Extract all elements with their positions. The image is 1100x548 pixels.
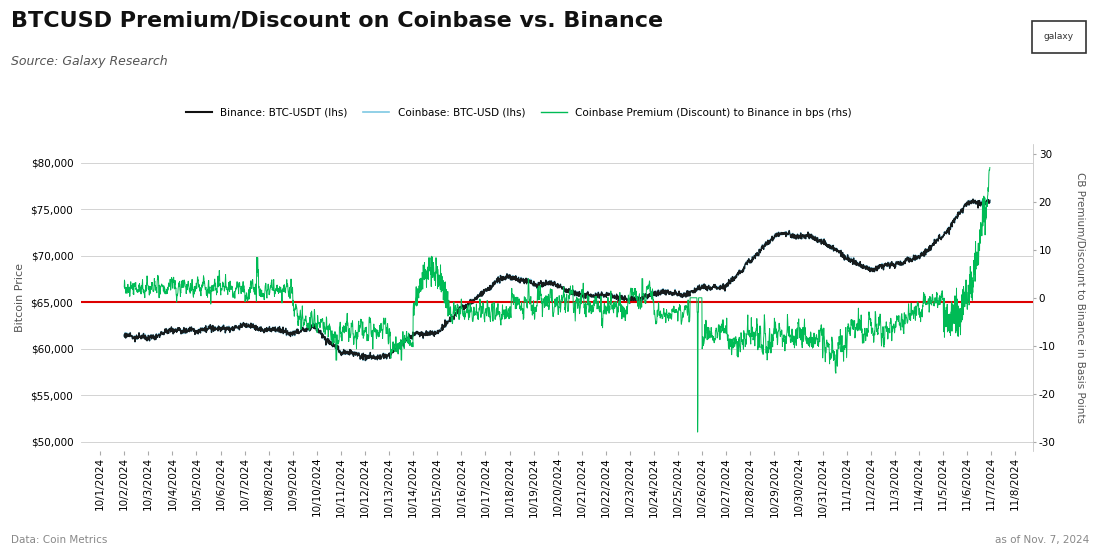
Y-axis label: Bitcoin Price: Bitcoin Price (15, 263, 25, 332)
Legend: Binance: BTC-USDT (lhs), Coinbase: BTC-USD (lhs), Coinbase Premium (Discount) to: Binance: BTC-USDT (lhs), Coinbase: BTC-U… (182, 104, 856, 122)
Bar (1032, 21, 1086, 53)
Text: BTCUSD Premium/Discount on Coinbase vs. Binance: BTCUSD Premium/Discount on Coinbase vs. … (11, 11, 663, 31)
Text: as of Nov. 7, 2024: as of Nov. 7, 2024 (994, 535, 1089, 545)
Y-axis label: CB Premium/Discount to Binance in Basis Points: CB Premium/Discount to Binance in Basis … (1075, 172, 1085, 423)
Text: Source: Galaxy Research: Source: Galaxy Research (11, 55, 167, 68)
Text: galaxy: galaxy (1044, 32, 1074, 41)
Text: Data: Coin Metrics: Data: Coin Metrics (11, 535, 108, 545)
